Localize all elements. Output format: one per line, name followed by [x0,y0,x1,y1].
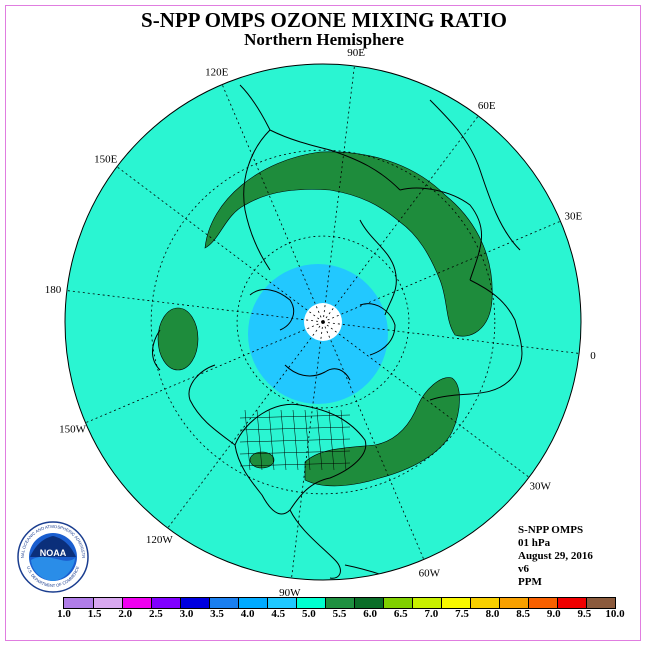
color-scale-swatch [238,598,267,608]
color-scale-swatch [412,598,441,608]
color-scale-swatch [64,598,93,608]
longitude-label: 90E [347,47,365,59]
color-scale-label: 10.0 [605,608,625,620]
info-version: v6 [518,563,529,575]
high-ozone-band-north [204,151,493,337]
map-subtitle: Northern Hemisphere [244,30,404,49]
color-scale-swatch [354,598,383,608]
state-boundary [292,409,299,471]
state-boundary [280,409,287,471]
color-scale-swatch [209,598,238,608]
longitude-label: 150W [59,423,87,435]
longitude-label: 60E [478,100,496,112]
state-boundary [239,426,351,431]
high-ozone-patch-pacific [157,307,199,371]
meridian-line [167,321,324,529]
map-title: S-NPP OMPS OZONE MIXING RATIO [141,8,507,32]
meridian-line [291,321,324,579]
color-scale-swatch [470,598,499,608]
meridian-line [322,65,355,323]
info-pressure-level: 01 hPa [518,537,551,549]
color-scale-swatch [93,598,122,608]
info-instrument: S-NPP OMPS [518,524,584,536]
meridian-line [66,290,324,323]
color-scale-label: 8.0 [485,608,500,620]
state-boundary [256,409,263,471]
color-scale-label: 1.5 [87,608,102,620]
meridian-line [116,166,324,323]
color-scale-swatch [267,598,296,608]
us-state-boundaries [239,409,351,471]
color-scale-swatch [122,598,151,608]
color-scale-label: 8.5 [516,608,531,620]
color-scale-swatch [441,598,470,608]
color-scale-labels: 1.0 1.5 2.0 2.5 3.0 3.5 4.0 4.5 5.0 5.5 6.0 6.5 7.0 7… [0,608,648,624]
color-scale-label: 3.0 [179,608,194,620]
color-scale-label: 1.0 [57,608,71,620]
color-scale-label: 7.0 [424,608,439,620]
color-scale-label: 9.0 [546,608,561,620]
meridian-line [322,321,530,478]
page-frame [5,5,641,641]
color-scale-swatch [296,598,325,608]
color-scale-label: 6.5 [393,608,408,620]
state-boundary [244,409,251,471]
state-boundary [239,438,351,443]
color-scale-label: 5.5 [332,608,347,620]
graticule [66,65,580,579]
color-scale-bar [63,597,616,609]
noaa-wordmark: NOAA [40,548,67,558]
state-boundary [340,409,347,471]
longitude-label: 150E [94,153,118,165]
state-boundary [328,409,335,471]
ozone-field [157,151,493,487]
color-scale-swatch [180,598,209,608]
color-scale-label: 4.0 [240,608,255,620]
color-scale-label: 2.5 [148,608,163,620]
state-boundary [239,450,351,455]
color-scale-label: 3.5 [210,608,224,620]
color-scale-swatch [325,598,354,608]
latitude-circle [236,235,410,409]
color-scale-swatch [151,598,180,608]
high-ozone-band-south [304,377,460,487]
state-boundary [268,409,275,471]
state-boundary [239,462,351,467]
color-scale-swatch [528,598,557,608]
meridian-line [322,115,479,323]
state-boundary [239,414,351,419]
latitude-circle [150,149,496,495]
longitude-labels: 90E 60E 30E 0 30W 60W 90W 120W 150W 180 150E 120E [45,47,596,599]
info-units: PPM [518,576,542,588]
longitude-label: 30E [565,211,583,223]
longitude-label: 90W [279,587,301,599]
color-scale-label: 6.0 [363,608,377,620]
color-scale-label: 4.5 [271,608,286,620]
longitude-label: 120E [205,67,229,79]
color-scale-label: 2.0 [118,608,133,620]
longitude-label: 180 [45,284,62,296]
color-scale-swatch [383,598,412,608]
color-scale-label: 7.5 [455,608,469,620]
longitude-label: 120W [146,534,174,546]
longitude-label: 60W [419,567,441,579]
info-date: August 29, 2016 [518,550,593,562]
color-scale-swatch [499,598,528,608]
longitude-label: 30W [530,481,552,493]
meridian-line [322,321,580,354]
color-scale-swatch [586,598,615,608]
noaa-logo: NOAA NATIONAL OCEANIC AND ATMOSPHERIC AD… [16,520,89,593]
info-block: S-NPP OMPS 01 hPa August 29, 2016 v6 PPM [518,524,593,589]
color-scale-label: 5.0 [302,608,316,620]
color-scale-swatch [557,598,586,608]
longitude-label: 0 [590,350,596,362]
color-scale-label: 9.5 [577,608,592,620]
